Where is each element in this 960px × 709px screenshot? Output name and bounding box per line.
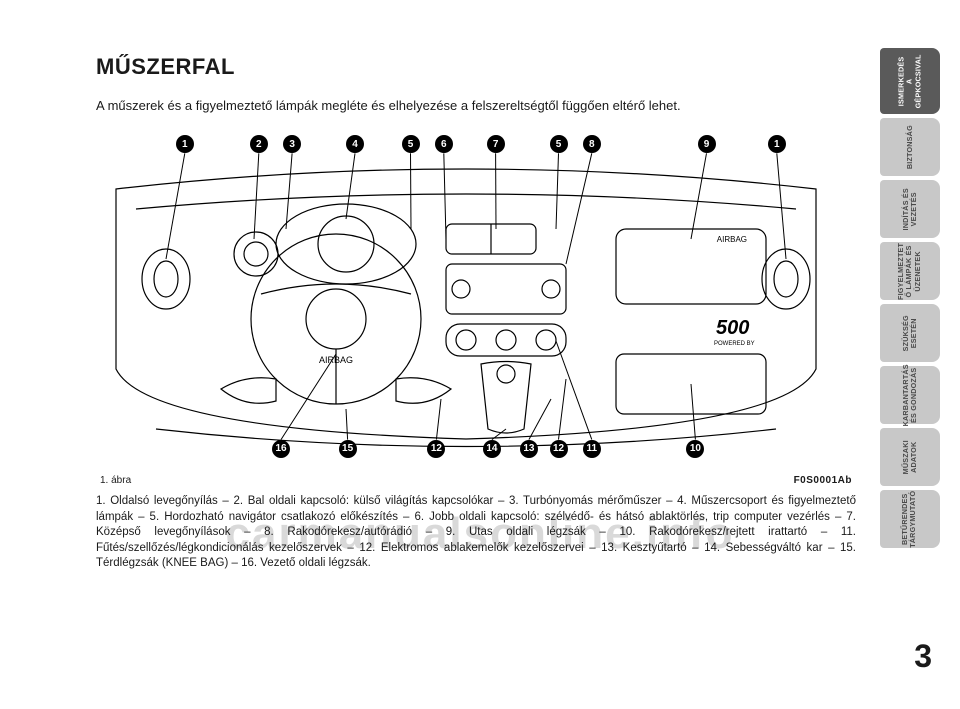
- callout-marker: 12: [550, 440, 568, 458]
- section-tab[interactable]: MŰSZAKI ADATOK: [880, 428, 940, 486]
- section-tab-label: BIZTONSÁG: [906, 125, 914, 169]
- callout-marker: 16: [272, 440, 290, 458]
- legend-text: 1. Oldalsó levegőnyílás – 2. Bal oldali …: [96, 494, 856, 572]
- svg-text:AIRBAG: AIRBAG: [319, 355, 353, 365]
- dashboard-figure: AIRBAG: [96, 129, 836, 469]
- svg-text:POWERED BY: POWERED BY: [714, 341, 755, 347]
- callout-marker: 3: [283, 135, 301, 153]
- manual-page: carmanualsonline.info MŰSZERFAL A műszer…: [0, 0, 960, 709]
- section-tab[interactable]: ISMERKEDÉS A GÉPKOCSIVAL: [880, 48, 940, 114]
- section-tab[interactable]: BETŰRENDES TÁRGYMUTATÓ: [880, 490, 940, 548]
- section-tab-label: BETŰRENDES TÁRGYMUTATÓ: [902, 490, 919, 547]
- svg-text:AIRBAG: AIRBAG: [717, 235, 747, 244]
- callout-marker: 15: [339, 440, 357, 458]
- callout-marker: 14: [483, 440, 501, 458]
- figure-caption: 1. ábra: [100, 475, 131, 486]
- dashboard-svg: AIRBAG: [96, 129, 836, 469]
- section-tab[interactable]: KARBANTARTÁS ÉS GONDOZÁS: [880, 366, 940, 424]
- callout-marker: 1: [176, 135, 194, 153]
- figure-code: F0S0001Ab: [794, 475, 852, 486]
- page-number: 3: [914, 638, 932, 675]
- callout-marker: 10: [686, 440, 704, 458]
- callout-marker: 1: [768, 135, 786, 153]
- section-tab-label: INDÍTÁS ÉS VEZETÉS: [902, 188, 919, 230]
- section-tab-label: ISMERKEDÉS A GÉPKOCSIVAL: [898, 54, 923, 108]
- figure-caption-row: 1. ábra F0S0001Ab: [100, 475, 852, 486]
- section-tab[interactable]: BIZTONSÁG: [880, 118, 940, 176]
- callout-marker: 5: [402, 135, 420, 153]
- callout-marker: 13: [520, 440, 538, 458]
- callout-marker: 7: [487, 135, 505, 153]
- callout-marker: 12: [427, 440, 445, 458]
- callout-marker: 9: [698, 135, 716, 153]
- svg-text:500: 500: [716, 317, 749, 339]
- callout-marker: 2: [250, 135, 268, 153]
- section-tab-label: SZÜKSÉG ESETÉN: [902, 315, 919, 351]
- intro-text: A műszerek és a figyelmeztető lámpák meg…: [96, 98, 856, 113]
- section-tab-label: KARBANTARTÁS ÉS GONDOZÁS: [902, 364, 919, 426]
- callout-marker: 4: [346, 135, 364, 153]
- callout-marker: 8: [583, 135, 601, 153]
- section-tab[interactable]: SZÜKSÉG ESETÉN: [880, 304, 940, 362]
- callout-marker: 6: [435, 135, 453, 153]
- page-content: MŰSZERFAL A műszerek és a figyelmeztető …: [96, 54, 856, 572]
- page-title: MŰSZERFAL: [96, 54, 856, 80]
- section-tab-label: FIGYELMEZTET Ő LÁMPÁK ÉS ÜZENETEK: [898, 242, 923, 299]
- section-tabs: ISMERKEDÉS A GÉPKOCSIVAL BIZTONSÁG INDÍTÁS…: [880, 48, 940, 548]
- callout-marker: 5: [550, 135, 568, 153]
- callout-marker: 11: [583, 440, 601, 458]
- section-tab[interactable]: INDÍTÁS ÉS VEZETÉS: [880, 180, 940, 238]
- section-tab-label: MŰSZAKI ADATOK: [902, 440, 919, 474]
- section-tab[interactable]: FIGYELMEZTET Ő LÁMPÁK ÉS ÜZENETEK: [880, 242, 940, 300]
